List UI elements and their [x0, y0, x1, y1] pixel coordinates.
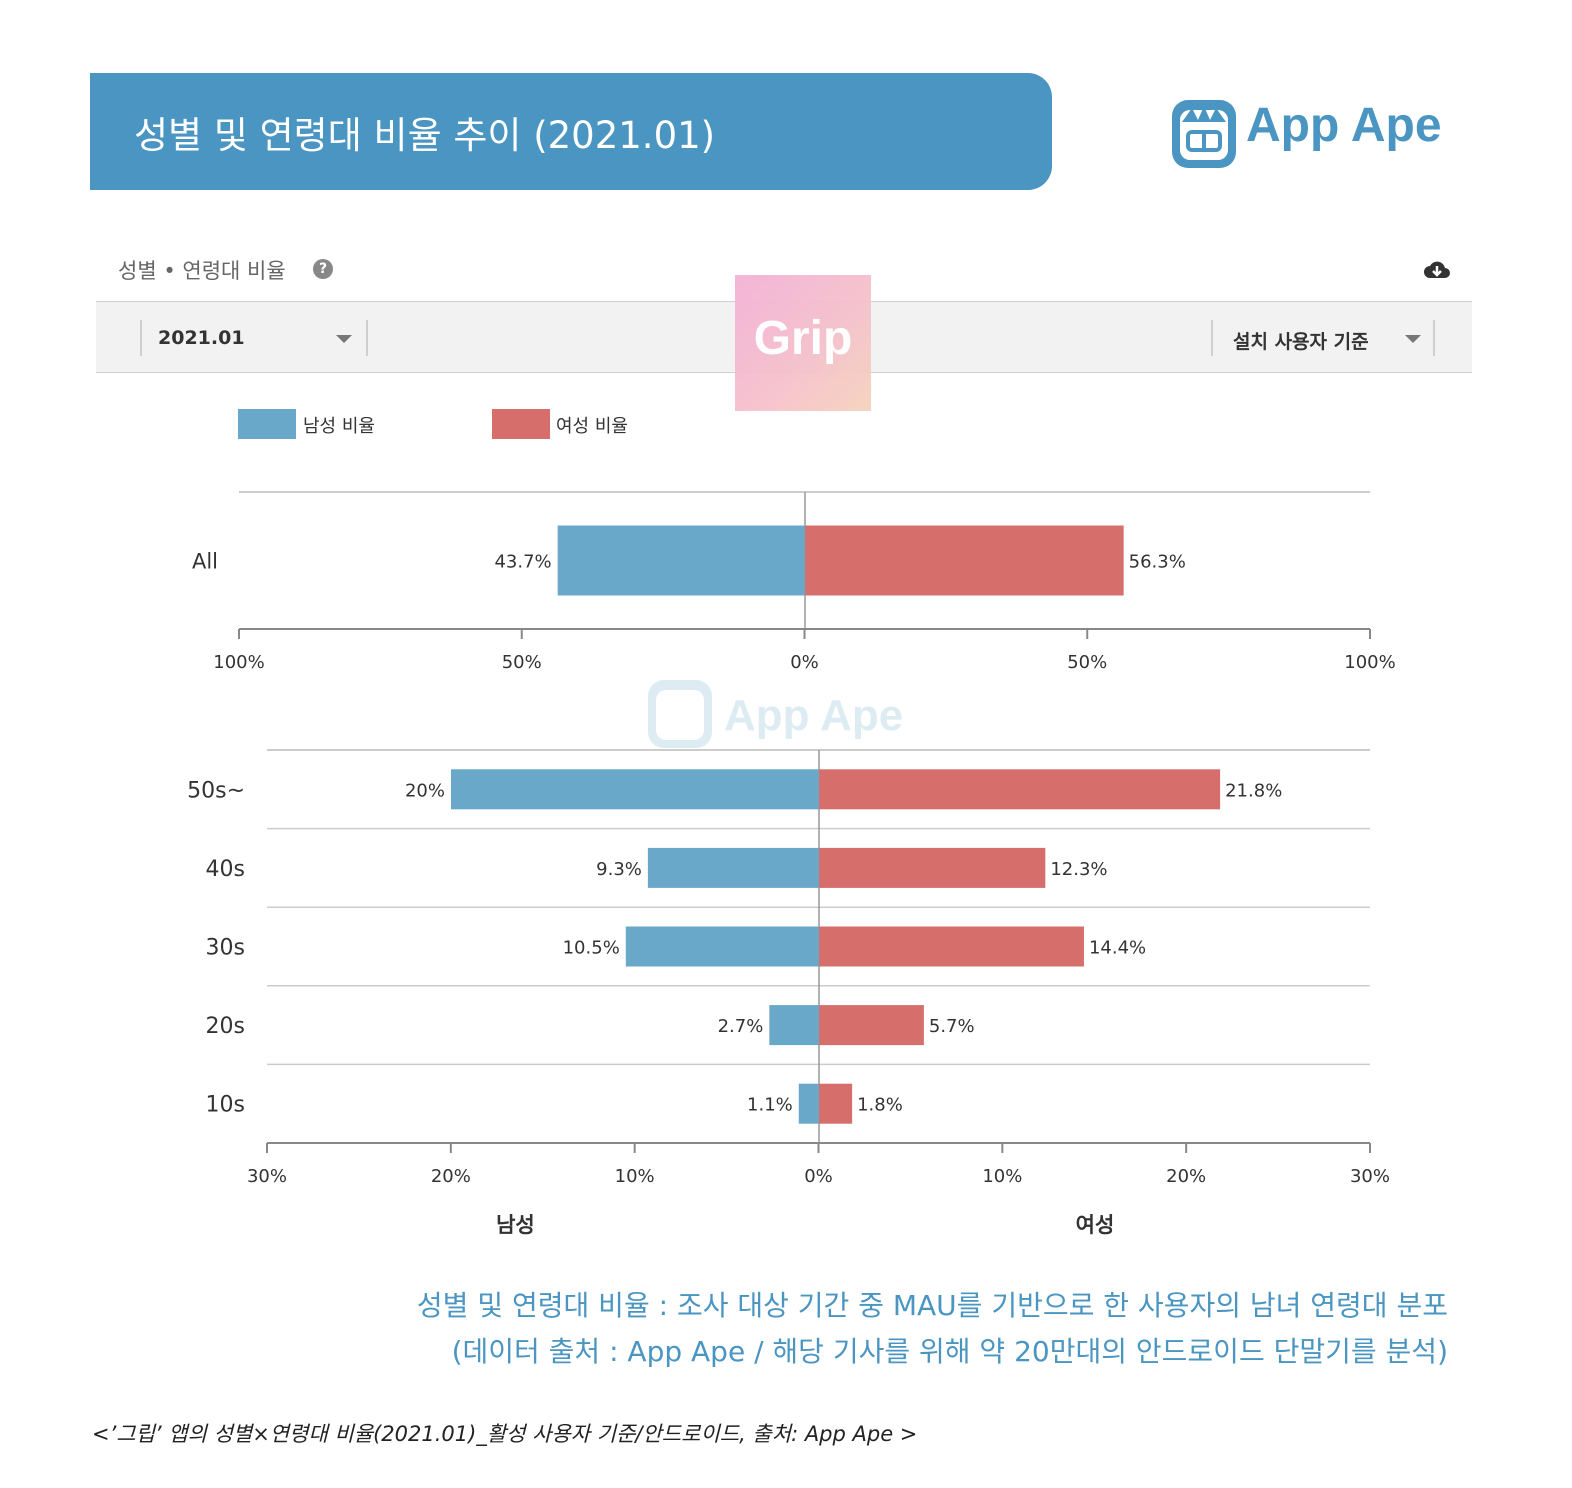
basis-select-value: 설치 사용자 기준 [1233, 331, 1369, 353]
data-label-female-30s: 14.4% [1089, 938, 1146, 959]
data-label-male-50s~: 20% [405, 780, 445, 801]
category-label-20s: 20s [206, 1014, 245, 1039]
data-label-male-20s: 2.7% [718, 1016, 764, 1037]
cloud-download-icon[interactable] [1423, 256, 1451, 282]
chart-0-x-tick-label: 50% [502, 652, 542, 673]
bar-female-30s [819, 926, 1084, 967]
chart-0-x-tick-label: 100% [1344, 652, 1395, 673]
bar-male-10s [798, 1083, 819, 1124]
grip-logo-text: Grip [753, 312, 853, 365]
date-select-value: 2021.01 [158, 327, 245, 349]
bar-female-40s [819, 847, 1046, 888]
chart-1-x-tick-label: 0% [804, 1166, 833, 1187]
grip-logo: Grip [735, 275, 871, 411]
watermark: App Ape [648, 680, 903, 748]
page-title: 성별 및 연령대 비율 추이 (2021.01) [134, 114, 716, 157]
title-banner: 성별 및 연령대 비율 추이 (2021.01) [90, 73, 1052, 190]
footnote-line-2: (데이터 출처 : App Ape / 해당 기사를 위해 약 20만대의 안드… [451, 1335, 1448, 1368]
bar-male-50s~ [451, 769, 819, 810]
data-label-male-10s: 1.1% [747, 1095, 793, 1116]
data-label-female-20s: 5.7% [929, 1016, 975, 1037]
chevron-down-icon [1405, 335, 1421, 343]
chart-0-x-tick-label: 50% [1067, 652, 1107, 673]
ape-face-icon [1172, 100, 1236, 168]
bar-male-30s [625, 926, 819, 967]
chart-1-x-tick-label: 10% [615, 1166, 655, 1187]
panel-title: 성별 • 연령대 비율 [118, 259, 286, 283]
basis-select[interactable]: 설치 사용자 기준 [1211, 320, 1435, 356]
legend-swatch-female [492, 409, 550, 439]
date-select[interactable]: 2021.01 [140, 320, 368, 356]
logo-text: App Ape [1246, 99, 1442, 152]
data-label-female-40s: 12.3% [1050, 859, 1107, 880]
bar-female-10s [819, 1083, 853, 1124]
watermark-text: App Ape [724, 691, 903, 740]
bar-male-All [557, 525, 805, 596]
footnote-line-1: 성별 및 연령대 비율 : 조사 대상 기간 중 MAU를 기반으로 한 사용자… [416, 1289, 1448, 1322]
data-label-female-10s: 1.8% [857, 1095, 903, 1116]
bar-female-20s [819, 1005, 924, 1046]
category-label-All: All [192, 550, 218, 574]
legend-label-male: 남성 비율 [303, 416, 375, 437]
data-label-female-All: 56.3% [1129, 552, 1186, 573]
legend-label-female: 여성 비율 [556, 416, 628, 437]
question-circle-icon[interactable]: ? [313, 259, 333, 279]
data-label-male-All: 43.7% [494, 552, 551, 573]
chart-0-x-tick-label: 100% [213, 652, 264, 673]
category-label-40s: 40s [206, 857, 245, 882]
gender-age-chart: App Ape 43.7% 56.3% All 100% 50% 0% 50% 100% 20%… [187, 491, 1396, 1237]
bar-male-40s [647, 847, 819, 888]
bar-male-20s [769, 1005, 819, 1046]
data-label-male-30s: 10.5% [563, 938, 620, 959]
chart-1-x-tick-label: 10% [982, 1166, 1022, 1187]
bar-female-All [805, 525, 1124, 596]
data-label-female-50s~: 21.8% [1225, 780, 1282, 801]
chart-1-x-tick-label: 30% [1350, 1166, 1390, 1187]
legend-swatch-male [238, 409, 296, 439]
chevron-down-icon [336, 335, 352, 343]
figure-caption: <’그립’ 앱의 성별×연령대 비율(2021.01)_활성 사용자 기준/안드… [92, 1422, 918, 1446]
category-label-30s: 30s [206, 936, 245, 961]
chart-1-x-tick-label: 20% [431, 1166, 471, 1187]
x-label-male: 남성 [496, 1213, 535, 1237]
app-ape-logo: App Ape [1168, 92, 1468, 176]
chart-0-x-tick-label: 0% [790, 652, 819, 673]
bar-female-50s~ [819, 769, 1221, 810]
data-label-male-40s: 9.3% [596, 859, 642, 880]
chart-1-x-tick-label: 30% [247, 1166, 287, 1187]
category-label-10s: 10s [206, 1093, 245, 1118]
chart-1-x-tick-label: 20% [1166, 1166, 1206, 1187]
watermark-ape-icon [648, 680, 712, 748]
x-label-female: 여성 [1076, 1213, 1115, 1237]
category-label-50s~: 50s~ [187, 778, 245, 803]
